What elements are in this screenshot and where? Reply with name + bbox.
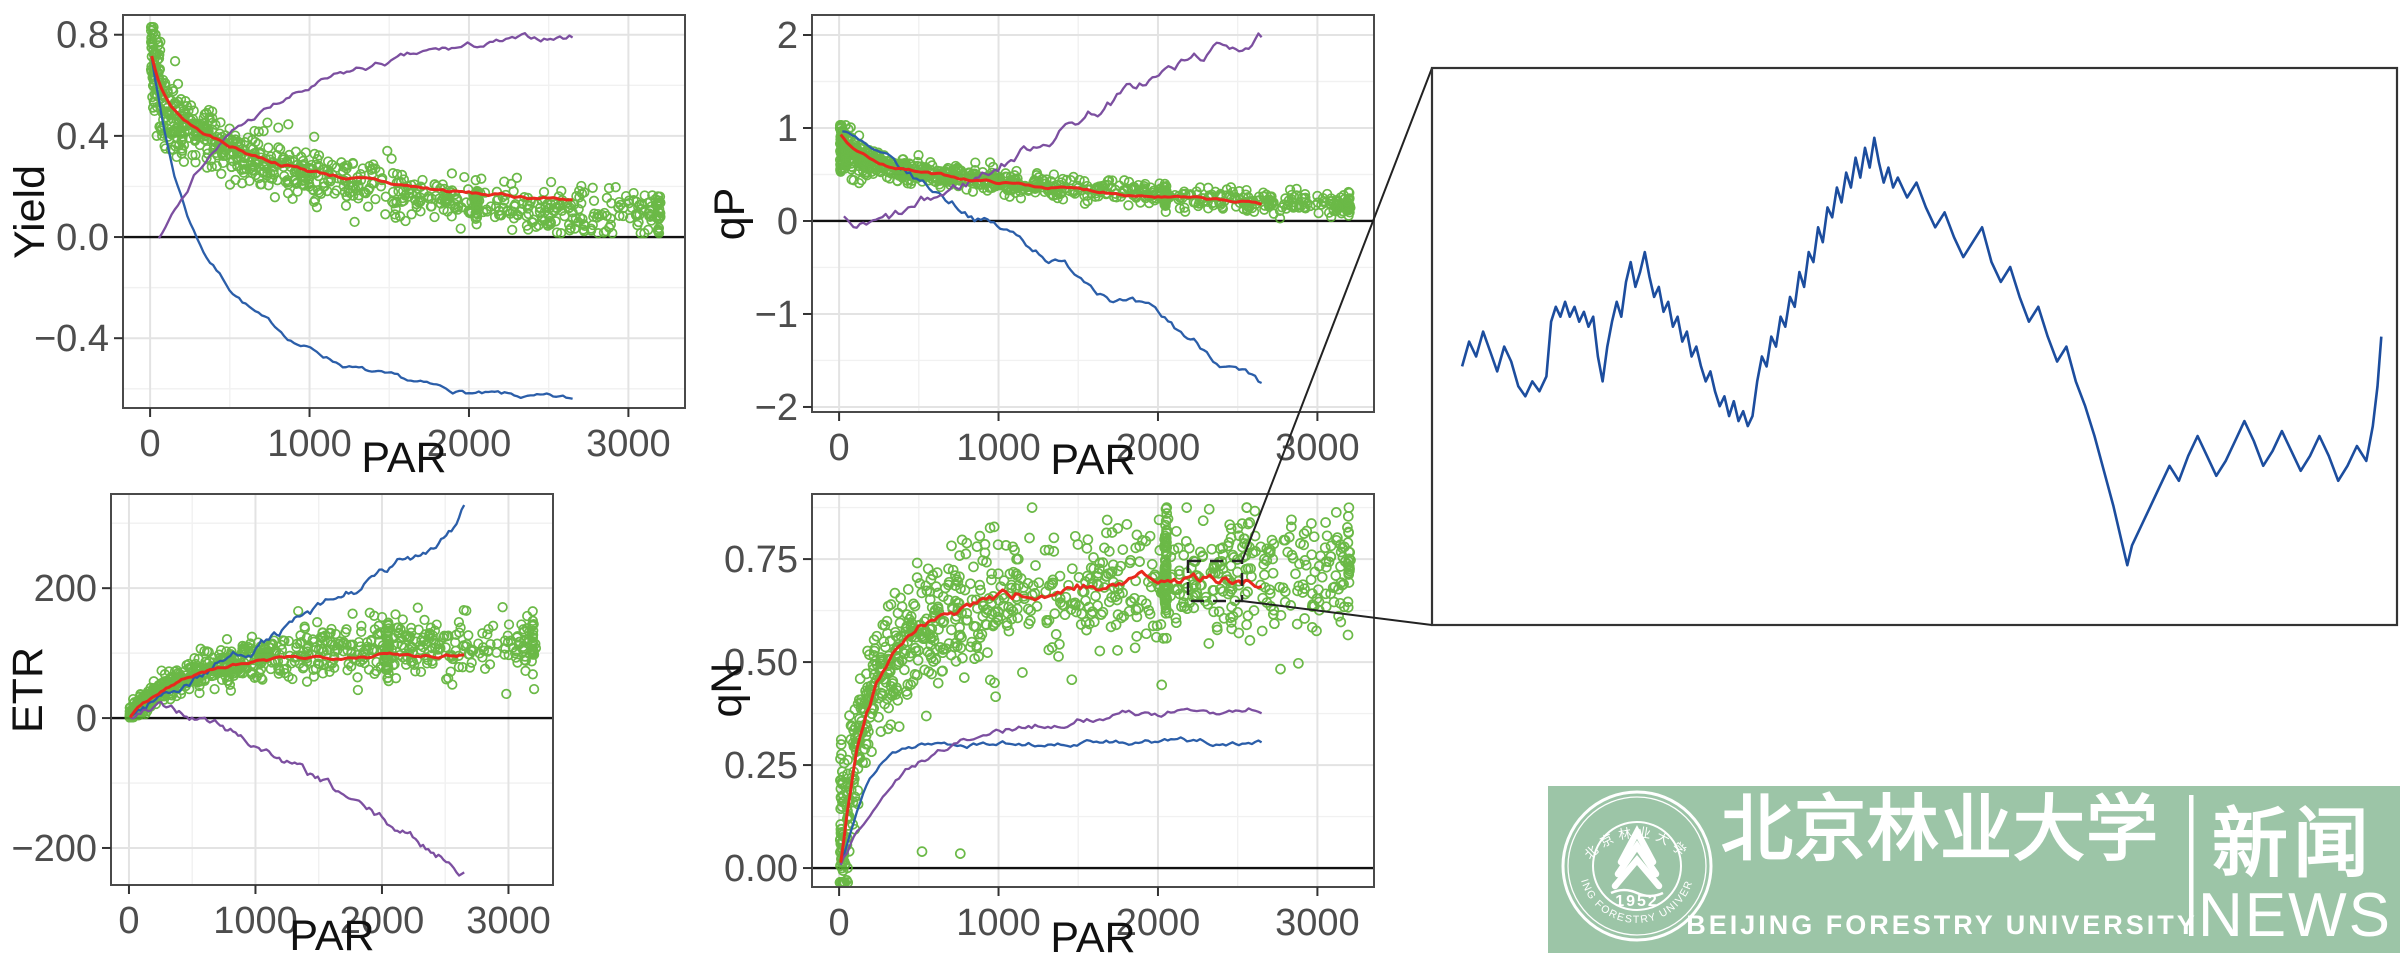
x-tick-label: 2000 bbox=[1116, 427, 1201, 469]
y-tick-label: 0.0 bbox=[56, 217, 109, 259]
y-tick-label: 200 bbox=[34, 568, 97, 610]
logo-banner: 1952 北京林业大学 BEIJING FORESTRY UNIVERSITY … bbox=[1548, 786, 2400, 953]
x-tick-label: 3000 bbox=[586, 423, 671, 465]
y-tick-label: 0 bbox=[777, 201, 798, 243]
news-label-chinese: 新闻 bbox=[2212, 802, 2374, 887]
inset-layer bbox=[1186, 66, 2399, 627]
x-tick-label: 0 bbox=[140, 423, 161, 465]
magnified-region-box bbox=[1186, 559, 1244, 603]
purple-line bbox=[843, 32, 1263, 229]
fit-line bbox=[839, 569, 1263, 863]
x-tick-label: 2000 bbox=[1116, 902, 1201, 944]
x-tick-label: 3000 bbox=[1275, 902, 1360, 944]
x-tick-label: 1000 bbox=[213, 900, 298, 942]
x-tick-label: 0 bbox=[118, 900, 139, 942]
fit-line bbox=[839, 133, 1262, 206]
qn-x-axis-title: PAR bbox=[1050, 914, 1135, 962]
purple-line bbox=[129, 700, 465, 877]
fit-line bbox=[128, 651, 465, 719]
x-tick-label: 1000 bbox=[956, 902, 1041, 944]
scatter-points bbox=[124, 602, 542, 723]
etr-y-axis-title: ETR bbox=[4, 647, 52, 733]
axis-ticks: 0 1000 2000 3000 0.8 0.4 0.0 −0.4 bbox=[34, 15, 671, 465]
y-tick-label: 0.4 bbox=[56, 116, 109, 158]
etr-x-axis-title: PAR bbox=[289, 912, 374, 960]
y-tick-label: 0 bbox=[76, 698, 97, 740]
panel-yield: 0 1000 2000 3000 0.8 0.4 0.0 −0.4 bbox=[34, 14, 686, 465]
inset-zoomed-trace bbox=[1460, 136, 2383, 567]
y-tick-label: 1 bbox=[777, 108, 798, 150]
x-tick-label: 0 bbox=[829, 902, 850, 944]
qn-y-axis-title: qN bbox=[703, 663, 751, 718]
inset-panel bbox=[1430, 66, 2399, 627]
y-tick-label: 0.50 bbox=[724, 642, 798, 684]
qp-x-axis-title: PAR bbox=[1050, 436, 1135, 484]
purple-line bbox=[839, 707, 1263, 866]
news-label-english: NEWS bbox=[2198, 881, 2392, 950]
axis-titles-layer: Yield PAR qP PAR ETR PAR qN PAR bbox=[4, 165, 1136, 962]
axis-ticks: 0 1000 2000 3000 0.75 0.50 0.25 0.00 bbox=[724, 539, 1360, 944]
y-tick-label: −1 bbox=[755, 294, 798, 336]
gridlines bbox=[812, 15, 1374, 412]
x-tick-label: 3000 bbox=[466, 900, 551, 942]
fir-tree-icon bbox=[1611, 825, 1663, 890]
y-tick-label: −200 bbox=[11, 828, 97, 870]
fit-line bbox=[150, 55, 573, 202]
y-tick-label: 0.75 bbox=[724, 539, 798, 581]
university-name-english: BEIJING FORESTRY UNIVERSITY bbox=[1686, 910, 2198, 940]
banner-divider bbox=[2189, 795, 2194, 936]
purple-line bbox=[157, 32, 574, 239]
x-tick-label: 2000 bbox=[427, 423, 512, 465]
seal-year: 1952 bbox=[1615, 893, 1659, 910]
axis-ticks: 0 1000 2000 3000 2 1 0 −1 −2 bbox=[755, 15, 1360, 469]
y-tick-label: 0.8 bbox=[56, 15, 109, 57]
panel-border bbox=[110, 493, 554, 886]
y-tick-label: 0.25 bbox=[724, 745, 798, 787]
blue-line bbox=[150, 56, 573, 400]
y-tick-label: 0.00 bbox=[724, 848, 798, 890]
magnifier-connector-line bbox=[1241, 600, 1433, 626]
scatter-points bbox=[834, 502, 1356, 888]
panel-border bbox=[811, 493, 1375, 888]
panel-border bbox=[811, 14, 1375, 413]
panel-border bbox=[122, 14, 686, 409]
seal-base-wave bbox=[1610, 888, 1664, 898]
qp-y-axis-title: qP bbox=[706, 188, 754, 241]
yield-x-axis-title: PAR bbox=[361, 434, 446, 482]
x-tick-label: 2000 bbox=[340, 900, 425, 942]
panel-qp: 0 1000 2000 3000 2 1 0 −1 −2 bbox=[755, 14, 1375, 469]
y-tick-label: −2 bbox=[755, 387, 798, 429]
x-tick-label: 0 bbox=[829, 427, 850, 469]
y-tick-label: −0.4 bbox=[34, 318, 109, 360]
y-tick-label: 2 bbox=[777, 15, 798, 57]
magnifier-connector-line bbox=[1241, 67, 1433, 562]
x-tick-label: 3000 bbox=[1275, 427, 1360, 469]
blue-line bbox=[842, 130, 1263, 385]
panel-bg bbox=[812, 15, 1374, 412]
university-name-chinese: 北京林业大学 bbox=[1721, 790, 2159, 870]
panel-qn: 0 1000 2000 3000 0.75 0.50 0.25 0.00 bbox=[724, 493, 1375, 944]
scatter-points bbox=[145, 21, 666, 239]
blue-line bbox=[130, 504, 466, 717]
blue-line bbox=[839, 736, 1263, 866]
yield-y-axis-title: Yield bbox=[6, 165, 54, 259]
x-tick-label: 1000 bbox=[267, 423, 352, 465]
x-tick-label: 1000 bbox=[956, 427, 1041, 469]
